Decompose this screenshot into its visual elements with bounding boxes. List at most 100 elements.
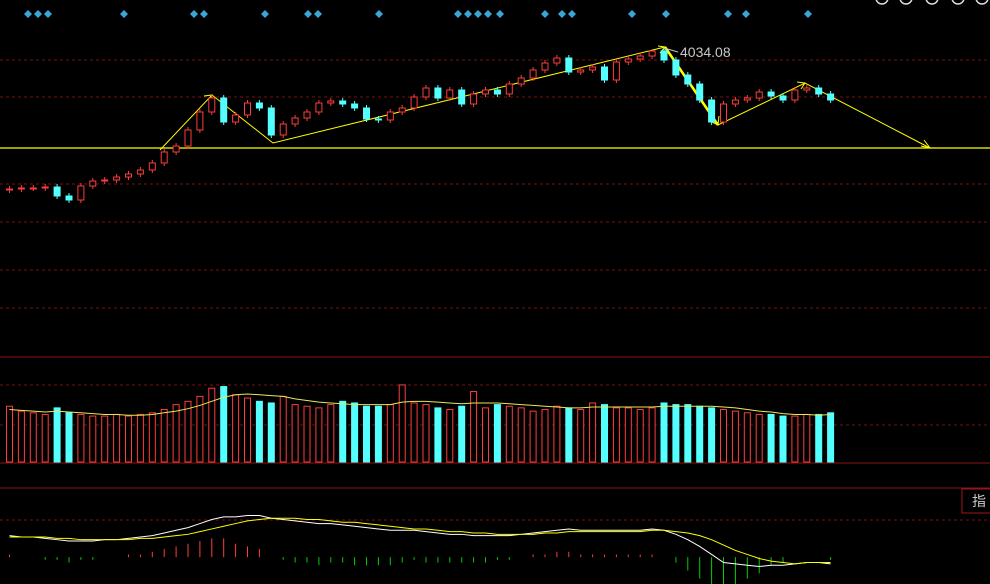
volume-bar [636, 409, 644, 463]
volume-bar [113, 413, 121, 463]
tab-box[interactable] [961, 488, 990, 514]
dif-line [9, 515, 831, 568]
volume-bar [589, 402, 597, 463]
volume-bar [577, 409, 585, 463]
icon [925, 0, 939, 5]
volume-bar [731, 410, 739, 463]
volume-bar [672, 404, 680, 463]
volume-bar [505, 405, 513, 463]
candle-body [303, 111, 311, 119]
volume-bar [363, 405, 370, 463]
volume-bar [517, 407, 525, 463]
candle-body [315, 102, 323, 113]
arrow-head [796, 81, 806, 90]
candle-body [77, 185, 85, 201]
candle-body [624, 58, 632, 63]
candle-body [17, 187, 25, 190]
volume-bar [196, 395, 204, 463]
candle-body [53, 186, 61, 197]
candle-body [505, 83, 513, 95]
volume-bar [17, 410, 25, 463]
icon [899, 0, 913, 5]
candle-body [577, 69, 585, 73]
volume-bar [648, 407, 656, 463]
candle-body [743, 97, 751, 101]
candle-body [755, 91, 763, 99]
tab-label[interactable]: 指 [972, 493, 986, 509]
volume-bar [446, 409, 454, 463]
candle-body [696, 83, 704, 101]
candle-body [398, 107, 406, 113]
volume-bar [125, 415, 132, 463]
volume-bar [386, 404, 394, 463]
icon [875, 0, 889, 5]
volume-bar [208, 387, 216, 463]
candle-body [125, 173, 132, 178]
volume-bar [660, 402, 668, 463]
candle-body [434, 87, 442, 99]
icon [951, 0, 965, 5]
candle-body [589, 66, 597, 71]
volume-bar [101, 415, 109, 463]
volume-bar [553, 405, 561, 463]
candle-body [791, 89, 799, 101]
volume-bar [458, 405, 466, 463]
peak-label: 4034.08 [680, 44, 731, 60]
volume-bar [291, 404, 299, 463]
volume-bar [779, 415, 787, 463]
volume-bar [255, 400, 263, 463]
volume-bar [29, 412, 37, 463]
volume-bar [279, 395, 287, 463]
candle-body [446, 89, 454, 99]
volume-bar [398, 384, 406, 463]
candle-body [708, 99, 716, 123]
candle-body [232, 114, 240, 123]
candle-body [827, 93, 835, 101]
candle-body [267, 107, 275, 136]
candle-body [612, 61, 620, 81]
indicator-tab[interactable]: 指 [961, 488, 990, 514]
volume-bar [767, 413, 775, 463]
icon [975, 0, 989, 5]
candle-body [553, 57, 561, 64]
volume-bar [53, 407, 61, 463]
candle-body [208, 97, 216, 113]
candle-body [517, 77, 525, 85]
candle-body [470, 93, 478, 105]
toolbar-icons [875, 0, 989, 5]
candle-body [529, 69, 537, 79]
candle-body [160, 151, 168, 164]
volume-bar [815, 413, 823, 463]
candle-body [279, 123, 287, 136]
candle-body [172, 145, 180, 153]
volume-bar [77, 413, 85, 463]
volume-bar [482, 407, 489, 463]
candle-body [41, 186, 49, 189]
volume-bar [541, 409, 549, 463]
candle-body [327, 100, 335, 104]
volume-bar [827, 412, 835, 463]
candle-body [458, 89, 466, 105]
volume-bar [422, 404, 430, 463]
candle-body [196, 111, 204, 131]
volume-bar [612, 407, 620, 463]
candle-body [565, 57, 573, 73]
candle-body [255, 102, 263, 109]
volume-bar [410, 402, 418, 463]
candle-body [29, 187, 37, 190]
volume-bar [89, 415, 97, 463]
volume-bar [232, 394, 240, 463]
volume-bar [220, 386, 228, 463]
volume-bar [470, 390, 478, 463]
dea-line [9, 517, 831, 565]
volume-bar [327, 404, 335, 463]
candle-body [731, 99, 739, 105]
candle-body [101, 179, 109, 182]
volume-bar [696, 405, 704, 463]
candle-body [184, 129, 192, 147]
candle-body [65, 195, 73, 201]
volume-bar [374, 405, 382, 463]
